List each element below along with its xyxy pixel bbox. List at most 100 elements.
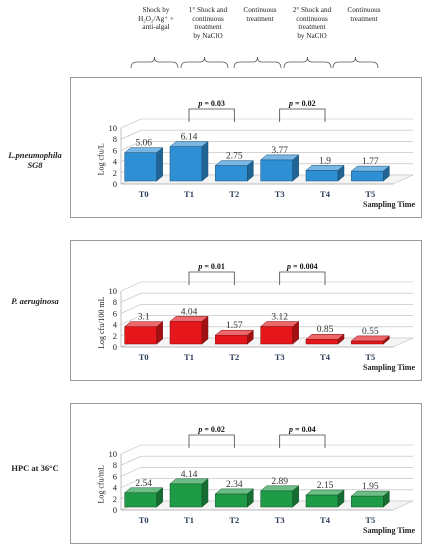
y-tick-label: 0: [113, 505, 117, 515]
value-label: 2.89: [271, 477, 288, 487]
value-label: 2.75: [226, 152, 243, 162]
treatment-brace: [283, 56, 332, 69]
bar-t3: [259, 154, 300, 182]
x-tick-label: T2: [229, 352, 239, 362]
treatment-brace: [180, 56, 229, 69]
pvalue-number: = 0.02: [202, 425, 225, 434]
treatment-line: 1° Shock and: [188, 6, 228, 14]
y-tick-label: 10: [109, 123, 118, 133]
bar-top: [259, 321, 300, 327]
treatment-annotation-shock: Shock by H₂O₂/Ag⁺ + anti-algal: [116, 6, 196, 32]
pvalue-bracket: [188, 434, 235, 448]
value-label: 6.14: [181, 133, 198, 143]
x-tick-label: T2: [229, 189, 239, 199]
bar-front: [169, 146, 203, 182]
pvalue-bracket: [279, 434, 326, 448]
bar-front: [351, 495, 384, 508]
pvalue-symbol: p: [197, 262, 202, 271]
grid-side-line: [120, 129, 142, 140]
bar-front: [215, 165, 248, 182]
pvalue-number: = 0.03: [202, 99, 225, 108]
x-tick-label: T0: [139, 515, 149, 525]
treatment-line: 2° Shock and: [292, 6, 332, 14]
bar-t5: [350, 335, 391, 345]
bar-front: [351, 170, 384, 182]
bar-top: [123, 147, 164, 153]
bar-t4: [305, 489, 345, 508]
x-tick-label: T5: [365, 189, 375, 199]
x-tick-label: T1: [184, 515, 194, 525]
bar-front: [305, 338, 339, 345]
grid-side-line: [120, 455, 142, 466]
bar-t5: [350, 490, 391, 508]
bar-front: [260, 326, 293, 345]
grid-side-line: [120, 478, 142, 488]
pvalue-bracket: [279, 108, 326, 122]
row-label-hpc: HPC at 36°C: [2, 463, 68, 473]
pvalue-symbol: p: [288, 99, 293, 108]
treatment-line: treatment: [350, 14, 378, 23]
treatment-line: by NaClO: [297, 31, 327, 40]
pvalue-label: p = 0.004: [286, 262, 318, 271]
pvalue-bracket: [279, 271, 326, 285]
treatment-annotation-continuous-2: Continuous treatment: [324, 6, 404, 23]
y-tick-label: 4: [113, 157, 118, 167]
treatment-line: H₂O₂/Ag⁺ +: [138, 14, 174, 23]
pvalue-number: = 0.01: [202, 262, 225, 271]
treatment-line: treatment: [246, 14, 274, 23]
value-label: 2.15: [317, 481, 334, 491]
treatment-line: Shock by: [142, 6, 170, 14]
value-label: 4.14: [181, 470, 198, 480]
bar-top: [169, 478, 209, 485]
value-label: 4.04: [181, 307, 198, 317]
bar-front: [124, 152, 157, 182]
bar-top: [305, 165, 345, 171]
bar-t4: [305, 333, 345, 345]
y-tick-label: 2: [113, 168, 117, 178]
bar-top: [123, 321, 164, 327]
y-tick-label: 8: [113, 134, 117, 144]
value-label: 0.55: [362, 327, 379, 337]
bar-top: [169, 141, 209, 147]
treatment-line: treatment: [298, 23, 326, 32]
x-tick-label: T3: [275, 515, 285, 525]
bar-t5: [350, 165, 391, 182]
bar-front: [124, 326, 157, 345]
bar-t0: [123, 147, 164, 182]
value-label: 3.12: [271, 313, 288, 323]
treatment-line: by NaClO: [193, 31, 223, 40]
pvalue-label: p = 0.01: [197, 262, 225, 271]
value-label: 1.9: [319, 156, 331, 166]
y-tick-label: 10: [109, 449, 118, 459]
grid-side-line: [120, 292, 142, 303]
treatment-line: continuous: [296, 14, 328, 23]
grid-side-line: [120, 315, 142, 325]
bar-top: [214, 329, 255, 336]
bar-t0: [123, 321, 164, 345]
bar-front: [260, 159, 293, 182]
chart-panel-hpc: 0 2 4 6 8 10 2.54 T0 4.14 T1 2.34 T2 2.89 T3 2.15 T4 1.9…: [70, 403, 422, 544]
bar-front: [169, 321, 203, 345]
value-label: 1.57: [226, 321, 243, 331]
bar-t3: [259, 320, 300, 345]
row-label-legionella: L.pneumophila SG8: [2, 150, 68, 170]
x-tick-label: T4: [320, 352, 331, 362]
grid-side-line: [120, 281, 142, 292]
bar-front: [124, 492, 157, 508]
treatment-annotation-naclo-2: 2° Shock and continuous treatment by NaClO: [272, 6, 352, 40]
pvalue-bracket: [188, 108, 235, 122]
chart-panel-pseudomonas: 0 2 4 6 8 10 3.1 T0 4.04 T1 1.57 T2 3.12 T3 0.85 T4 0.55…: [70, 240, 422, 381]
bar-front: [351, 340, 384, 345]
value-label: 2.54: [135, 479, 152, 489]
pvalue-label: p = 0.02: [197, 425, 225, 434]
chart-panel-legionella: 0 2 4 6 8 10 5.06 T0 6.14 T1 2.75 T2 3.77 T3 1.9 T4 1.77…: [70, 77, 422, 218]
bar-top: [305, 489, 345, 496]
bar-top: [350, 490, 391, 497]
pvalue-symbol: p: [197, 99, 202, 108]
y-tick-label: 6: [113, 471, 117, 481]
value-label: 2.34: [226, 480, 243, 490]
treatment-line: continuous: [192, 14, 224, 23]
